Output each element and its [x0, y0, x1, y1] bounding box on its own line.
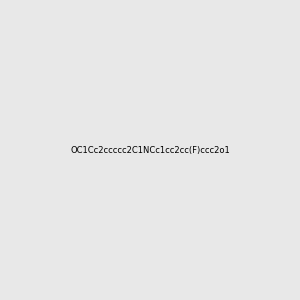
Text: OC1Cc2ccccc2C1NCc1cc2cc(F)ccc2o1: OC1Cc2ccccc2C1NCc1cc2cc(F)ccc2o1: [70, 146, 230, 154]
